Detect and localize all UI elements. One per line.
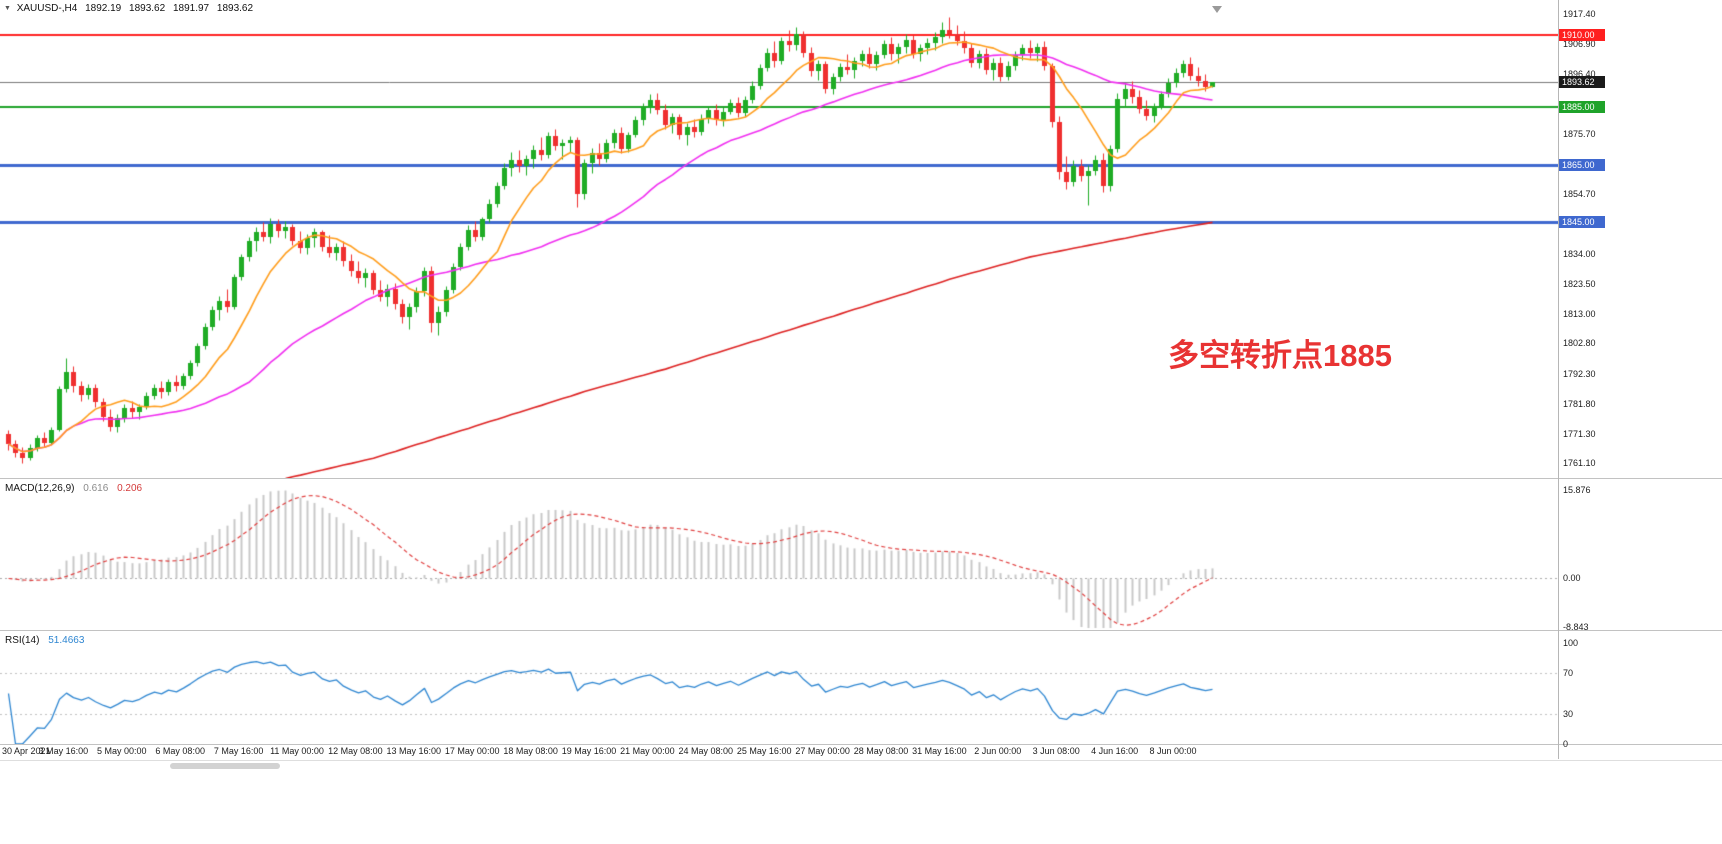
price-tick-label: 1781.80 xyxy=(1563,398,1596,409)
price-tick-label: 1854.70 xyxy=(1563,188,1596,199)
pane-divider xyxy=(0,630,1722,631)
time-axis-label: 31 May 16:00 xyxy=(912,746,967,756)
price-level-badge: 1885.00 xyxy=(1559,101,1605,114)
price-tick-label: 1802.80 xyxy=(1563,338,1596,349)
price-tick-label: 1896.40 xyxy=(1563,68,1596,79)
rsi-scale-30: 30 xyxy=(1563,709,1574,719)
collapse-caret-icon[interactable]: ▼ xyxy=(4,5,11,12)
price-tick-label: 1906.90 xyxy=(1563,38,1596,49)
price-level-badge: 1865.00 xyxy=(1559,158,1605,171)
price-axis-border xyxy=(1558,0,1559,759)
price-tick-label: 1823.50 xyxy=(1563,278,1596,289)
ohlc-open: 1892.19 xyxy=(85,3,122,14)
macd-signal-value: 0.206 xyxy=(117,483,143,494)
time-axis-label: 28 May 08:00 xyxy=(853,746,909,756)
time-axis-label: 27 May 00:00 xyxy=(795,746,850,756)
time-axis-label: 2 Jun 00:00 xyxy=(974,746,1022,756)
time-axis-label: 6 May 08:00 xyxy=(155,746,205,756)
time-axis-label: 18 May 08:00 xyxy=(503,746,558,756)
rsi-label: RSI(14) xyxy=(5,635,40,646)
time-axis-label: 17 May 00:00 xyxy=(444,746,500,756)
macd-scale-min: -8.843 xyxy=(1563,622,1589,632)
rsi-scale-0: 0 xyxy=(1563,739,1569,749)
ohlc-high: 1893.62 xyxy=(129,3,166,14)
price-tick-label: 1771.30 xyxy=(1563,428,1596,439)
horizontal-scrollbar-thumb[interactable] xyxy=(170,763,280,769)
time-axis-label: 19 May 16:00 xyxy=(561,746,617,756)
price-tick-label: 1813.00 xyxy=(1563,308,1596,319)
main-price-chart-canvas[interactable] xyxy=(0,0,1558,478)
pane-divider xyxy=(0,744,1722,745)
time-axis-label: 5 May 00:00 xyxy=(97,746,147,756)
price-tick-label: 1792.30 xyxy=(1563,368,1596,379)
chart-shift-marker-icon[interactable] xyxy=(1212,6,1222,13)
macd-pane-header: MACD(12,26,9) 0.616 0.206 xyxy=(5,483,142,494)
time-axis-label: 4 Jun 16:00 xyxy=(1091,746,1139,756)
symbol-ohlc-readout: ▼ XAUUSD-,H4 1892.19 1893.62 1891.97 189… xyxy=(4,3,258,14)
time-axis-label: 24 May 08:00 xyxy=(678,746,734,756)
time-axis-label: 13 May 16:00 xyxy=(386,746,442,756)
macd-indicator-canvas[interactable] xyxy=(0,479,1558,630)
rsi-value: 51.4663 xyxy=(48,635,85,646)
time-axis-label: 3 May 16:00 xyxy=(38,746,89,756)
ohlc-close: 1893.62 xyxy=(216,3,254,14)
chart-text-annotation: 多空转折点1885 xyxy=(1168,338,1392,373)
macd-scale-max: 15.876 xyxy=(1563,485,1591,495)
rsi-scale-100: 100 xyxy=(1563,638,1579,648)
time-axis-label: 7 May 16:00 xyxy=(213,746,264,756)
price-level-badge: 1893.62 xyxy=(1559,76,1605,89)
time-axis-label: 3 Jun 08:00 xyxy=(1032,746,1080,756)
price-tick-label: 1761.10 xyxy=(1563,458,1596,469)
price-tick-label: 1917.40 xyxy=(1563,8,1596,19)
macd-scale-zero: 0.00 xyxy=(1563,573,1581,583)
time-axis[interactable]: 30 Apr 2021 3 May 16:00 5 May 00:00 6 May 0… xyxy=(0,744,1558,759)
time-axis-label: 12 May 08:00 xyxy=(328,746,383,756)
macd-label: MACD(12,26,9) xyxy=(5,483,75,494)
time-axis-label: 30 Apr 2021 xyxy=(2,746,51,756)
price-level-badge: 1845.00 xyxy=(1559,216,1605,229)
price-level-badge: 1910.00 xyxy=(1559,29,1605,42)
price-tick-label: 1875.70 xyxy=(1563,128,1596,139)
price-tick-label: 1834.00 xyxy=(1563,248,1596,259)
horizontal-scrollbar-track[interactable] xyxy=(0,760,1722,761)
rsi-pane-header: RSI(14) 51.4663 xyxy=(5,635,84,646)
time-axis-label: 11 May 00:00 xyxy=(270,746,324,756)
rsi-scale-70: 70 xyxy=(1563,668,1574,678)
macd-main-value: 0.616 xyxy=(83,483,109,494)
time-axis-label: 8 Jun 00:00 xyxy=(1149,746,1197,756)
time-axis-label: 21 May 00:00 xyxy=(620,746,675,756)
rsi-indicator-canvas[interactable] xyxy=(0,631,1558,744)
time-axis-label: 25 May 16:00 xyxy=(736,746,792,756)
symbol-timeframe-label: XAUUSD-,H4 xyxy=(16,3,78,14)
ohlc-low: 1891.97 xyxy=(172,3,210,14)
pane-divider xyxy=(0,478,1722,479)
